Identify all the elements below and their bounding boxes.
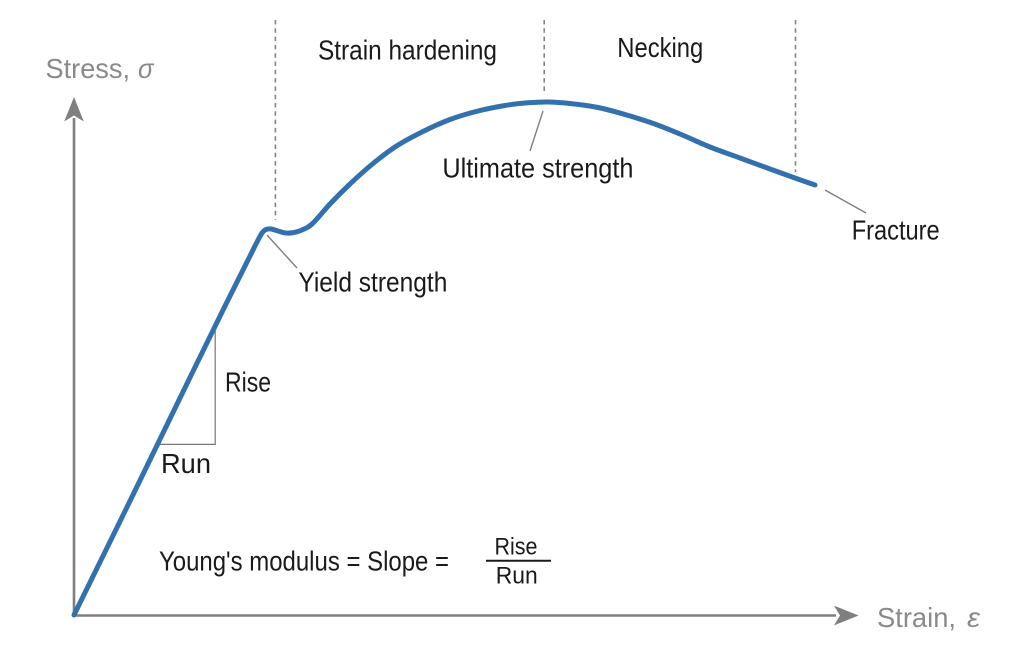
svg-text:Fracture: Fracture <box>852 215 940 246</box>
svg-text:Ultimate strength: Ultimate strength <box>442 153 633 184</box>
svg-text:Yield strength: Yield strength <box>298 266 447 297</box>
svg-text:Strain,: Strain, <box>877 602 956 633</box>
svg-text:Rise: Rise <box>225 366 271 397</box>
svg-text:Rise: Rise <box>495 534 538 561</box>
svg-text:Run: Run <box>161 448 211 479</box>
svg-text:Run: Run <box>496 562 538 589</box>
svg-text:Necking: Necking <box>617 32 703 63</box>
svg-text:ε: ε <box>967 602 981 633</box>
svg-text:Stress,: Stress, <box>46 53 131 84</box>
svg-text:Strain hardening: Strain hardening <box>318 34 497 65</box>
svg-text:Young's modulus = Slope =: Young's modulus = Slope = <box>159 545 449 576</box>
svg-text:σ: σ <box>138 53 155 84</box>
